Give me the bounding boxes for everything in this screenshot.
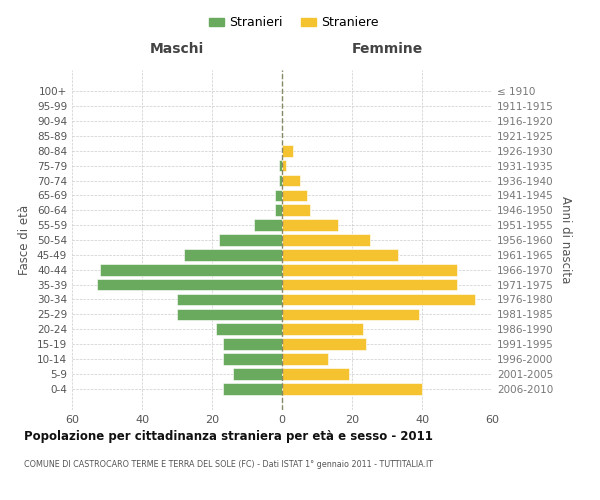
Bar <box>282 160 286 172</box>
Bar <box>282 174 299 186</box>
Bar <box>278 160 282 172</box>
Bar <box>275 190 282 201</box>
Bar <box>177 294 282 306</box>
Legend: Stranieri, Straniere: Stranieri, Straniere <box>204 11 384 34</box>
Bar <box>282 264 457 276</box>
Bar <box>233 368 282 380</box>
Bar <box>97 279 282 290</box>
Bar <box>282 145 293 156</box>
Bar <box>282 324 362 335</box>
Bar <box>282 338 366 350</box>
Bar <box>184 249 282 260</box>
Bar <box>282 190 307 201</box>
Bar <box>282 308 419 320</box>
Bar <box>219 234 282 246</box>
Bar <box>223 353 282 365</box>
Bar <box>282 234 370 246</box>
Bar <box>254 220 282 231</box>
Bar <box>223 383 282 394</box>
Bar <box>282 204 310 216</box>
Bar <box>282 353 328 365</box>
Bar <box>215 324 282 335</box>
Bar <box>177 308 282 320</box>
Text: Popolazione per cittadinanza straniera per età e sesso - 2011: Popolazione per cittadinanza straniera p… <box>24 430 433 443</box>
Bar <box>278 174 282 186</box>
Bar <box>282 368 349 380</box>
Text: Femmine: Femmine <box>352 42 422 56</box>
Bar <box>100 264 282 276</box>
Y-axis label: Anni di nascita: Anni di nascita <box>559 196 572 284</box>
Text: Maschi: Maschi <box>150 42 204 56</box>
Bar <box>282 294 475 306</box>
Bar <box>282 249 398 260</box>
Bar <box>282 383 422 394</box>
Bar <box>275 204 282 216</box>
Bar <box>282 220 338 231</box>
Text: COMUNE DI CASTROCARO TERME E TERRA DEL SOLE (FC) - Dati ISTAT 1° gennaio 2011 - : COMUNE DI CASTROCARO TERME E TERRA DEL S… <box>24 460 433 469</box>
Bar <box>282 279 457 290</box>
Y-axis label: Fasce di età: Fasce di età <box>19 205 31 275</box>
Bar <box>223 338 282 350</box>
